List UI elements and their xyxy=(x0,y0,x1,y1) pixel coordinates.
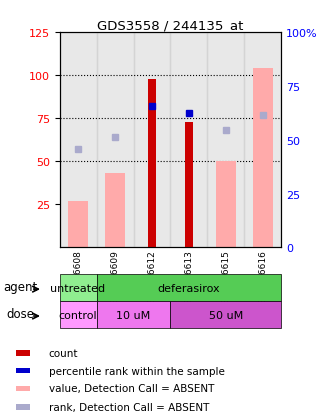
Bar xyxy=(105,174,125,248)
Text: 50 uM: 50 uM xyxy=(209,310,243,320)
Text: rank, Detection Call = ABSENT: rank, Detection Call = ABSENT xyxy=(49,402,209,412)
Bar xyxy=(208,33,244,248)
Bar xyxy=(97,301,170,328)
Bar xyxy=(97,33,133,248)
Bar xyxy=(16,368,30,373)
Bar xyxy=(244,33,281,248)
Text: untreated: untreated xyxy=(51,283,106,293)
Text: count: count xyxy=(49,348,78,358)
Bar xyxy=(16,404,30,410)
Bar xyxy=(170,33,208,248)
Text: percentile rank within the sample: percentile rank within the sample xyxy=(49,366,225,376)
Title: GDS3558 / 244135_at: GDS3558 / 244135_at xyxy=(97,19,244,32)
Bar xyxy=(68,202,88,248)
Bar xyxy=(16,351,30,356)
Text: dose: dose xyxy=(7,307,35,320)
Bar xyxy=(216,162,236,248)
Bar xyxy=(60,301,97,328)
Bar xyxy=(253,69,273,248)
Bar xyxy=(148,79,156,248)
Text: control: control xyxy=(59,310,97,320)
Bar xyxy=(16,386,30,391)
Bar xyxy=(133,33,170,248)
Bar xyxy=(60,33,97,248)
Text: agent: agent xyxy=(4,280,38,293)
Bar xyxy=(170,301,281,328)
Text: deferasirox: deferasirox xyxy=(158,283,220,293)
Bar xyxy=(60,275,97,301)
Text: value, Detection Call = ABSENT: value, Detection Call = ABSENT xyxy=(49,384,214,394)
Bar xyxy=(97,275,281,301)
Bar xyxy=(185,122,193,248)
Text: 10 uM: 10 uM xyxy=(117,310,151,320)
